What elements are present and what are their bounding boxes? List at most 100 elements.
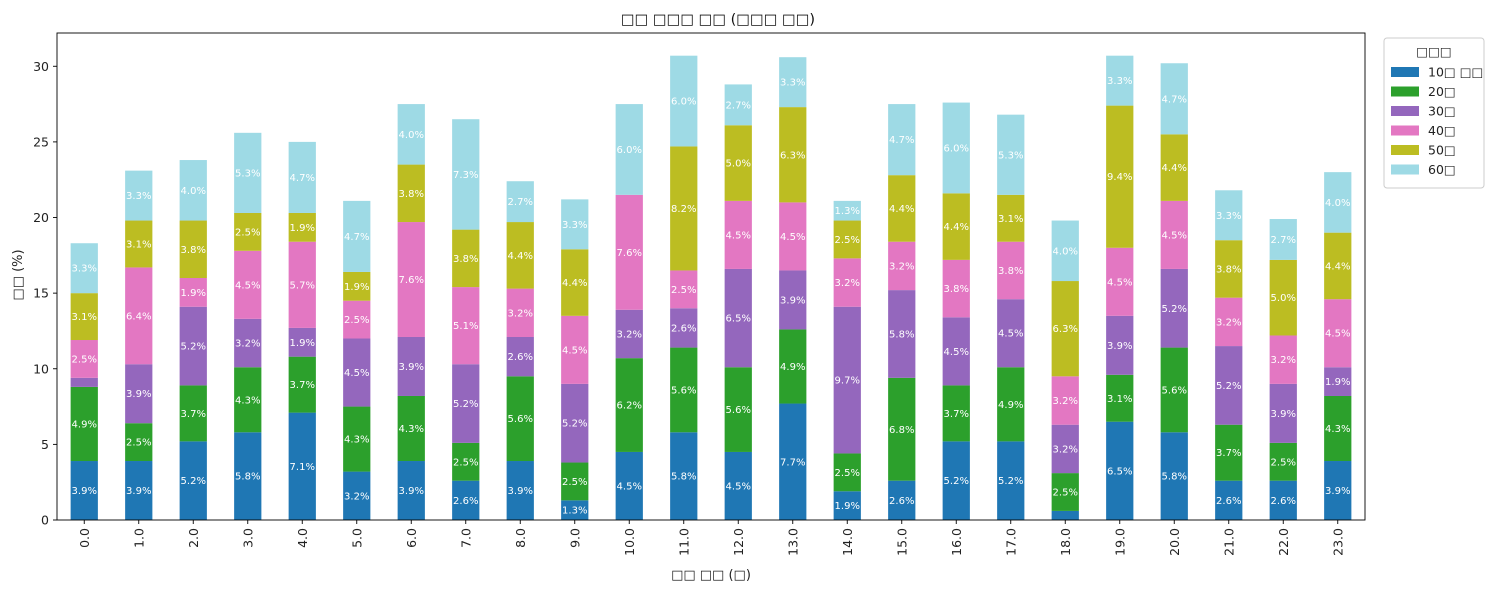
x-tick-label: 2.0 bbox=[186, 528, 201, 548]
data-label: 6.5% bbox=[1107, 466, 1132, 477]
bar-segment bbox=[833, 220, 861, 259]
bar-segment bbox=[506, 337, 534, 377]
bar-segment bbox=[724, 367, 752, 452]
bar-segment bbox=[343, 406, 371, 472]
bar-segment bbox=[70, 293, 98, 341]
data-label: 5.8% bbox=[671, 472, 696, 483]
bar-segment bbox=[1215, 346, 1243, 425]
data-label: 4.7% bbox=[889, 135, 914, 146]
data-label: 4.5% bbox=[1325, 329, 1350, 340]
data-label: 5.2% bbox=[1162, 304, 1187, 315]
bar-segment bbox=[1106, 421, 1134, 520]
data-label: 3.2% bbox=[835, 278, 860, 289]
bar-segment bbox=[343, 200, 371, 272]
data-label: 5.8% bbox=[889, 329, 914, 340]
data-label: 4.0% bbox=[399, 130, 424, 141]
data-label: 4.0% bbox=[1053, 246, 1078, 257]
data-label: 6.4% bbox=[126, 311, 151, 322]
legend-title: □□□ bbox=[1416, 44, 1451, 59]
x-tick-label: 19.0 bbox=[1112, 528, 1127, 556]
bar-segment bbox=[234, 250, 262, 319]
data-label: 5.2% bbox=[181, 476, 206, 487]
data-label: 5.6% bbox=[1162, 385, 1187, 396]
data-label: 2.6% bbox=[453, 496, 478, 507]
bar-segment bbox=[942, 102, 970, 194]
data-label: 2.6% bbox=[1271, 496, 1296, 507]
bar-segment bbox=[1269, 442, 1297, 481]
x-tick-label: 13.0 bbox=[785, 528, 800, 556]
data-label: 7.6% bbox=[617, 248, 642, 259]
bar-segment bbox=[888, 480, 916, 520]
bar-segment bbox=[125, 170, 153, 221]
bar-segment bbox=[70, 377, 98, 387]
bar-segment bbox=[1051, 424, 1079, 474]
bar-segment bbox=[234, 132, 262, 213]
data-label: 5.2% bbox=[1216, 381, 1241, 392]
data-label: 6.0% bbox=[671, 97, 696, 108]
legend-label: 20□ bbox=[1428, 84, 1456, 99]
bar-segment bbox=[1051, 510, 1079, 520]
bar-segment bbox=[997, 114, 1025, 195]
bar-segment bbox=[1269, 335, 1297, 384]
data-label: 4.5% bbox=[780, 232, 805, 243]
data-label: 2.5% bbox=[344, 315, 369, 326]
bar-segment bbox=[1106, 55, 1134, 106]
bar-segment bbox=[724, 200, 752, 269]
data-label: 3.9% bbox=[1325, 486, 1350, 497]
data-label: 3.9% bbox=[780, 295, 805, 306]
data-label: 2.6% bbox=[1216, 496, 1241, 507]
bar-segment bbox=[997, 194, 1025, 242]
bar-segment bbox=[1160, 432, 1188, 520]
data-label: 4.9% bbox=[998, 400, 1023, 411]
bar-segment bbox=[615, 309, 643, 359]
bar-segment bbox=[615, 358, 643, 452]
x-tick-label: 9.0 bbox=[567, 528, 582, 548]
data-label: 3.7% bbox=[181, 409, 206, 420]
bar-segment bbox=[452, 287, 480, 365]
data-label: 4.4% bbox=[889, 204, 914, 215]
bar-segment bbox=[779, 107, 807, 203]
bar-segment bbox=[397, 104, 425, 165]
x-tick-label: 7.0 bbox=[458, 528, 473, 548]
data-label: 2.5% bbox=[126, 438, 151, 449]
y-tick-label: 10 bbox=[33, 361, 49, 376]
x-tick-label: 5.0 bbox=[349, 528, 364, 548]
data-label: 4.4% bbox=[508, 251, 533, 262]
bar-segment bbox=[397, 461, 425, 520]
data-label: 2.6% bbox=[671, 323, 696, 334]
data-label: 3.1% bbox=[72, 312, 97, 323]
bar-segment bbox=[1215, 480, 1243, 520]
data-label: 4.0% bbox=[181, 186, 206, 197]
x-tick-label: 3.0 bbox=[240, 528, 255, 548]
data-label: 4.3% bbox=[1325, 424, 1350, 435]
data-label: 3.2% bbox=[344, 491, 369, 502]
bar-segment bbox=[779, 57, 807, 108]
x-tick-label: 1.0 bbox=[131, 528, 146, 548]
bar-segment bbox=[288, 327, 316, 357]
bar-segment bbox=[343, 271, 371, 301]
data-label: 5.2% bbox=[944, 476, 969, 487]
bar-segment bbox=[997, 441, 1025, 520]
x-tick-label: 11.0 bbox=[676, 528, 691, 556]
bar-segment bbox=[888, 175, 916, 242]
data-label: 2.5% bbox=[1053, 488, 1078, 499]
data-label: 4.4% bbox=[562, 278, 587, 289]
data-label: 3.9% bbox=[399, 362, 424, 373]
bar-segment bbox=[724, 268, 752, 368]
bar-segment bbox=[833, 258, 861, 307]
x-tick-label: 17.0 bbox=[1003, 528, 1018, 556]
data-label: 3.3% bbox=[780, 78, 805, 89]
data-label: 5.8% bbox=[1162, 472, 1187, 483]
data-label: 6.3% bbox=[1053, 324, 1078, 335]
data-label: 5.0% bbox=[726, 159, 751, 170]
legend-swatch bbox=[1391, 164, 1419, 175]
data-label: 4.5% bbox=[617, 481, 642, 492]
data-label: 3.8% bbox=[998, 266, 1023, 277]
bar-segment bbox=[833, 306, 861, 454]
bar-segment bbox=[615, 104, 643, 195]
data-label: 1.9% bbox=[181, 288, 206, 299]
bar-segment bbox=[833, 200, 861, 221]
bar-segment bbox=[779, 329, 807, 404]
data-label: 3.1% bbox=[998, 214, 1023, 225]
